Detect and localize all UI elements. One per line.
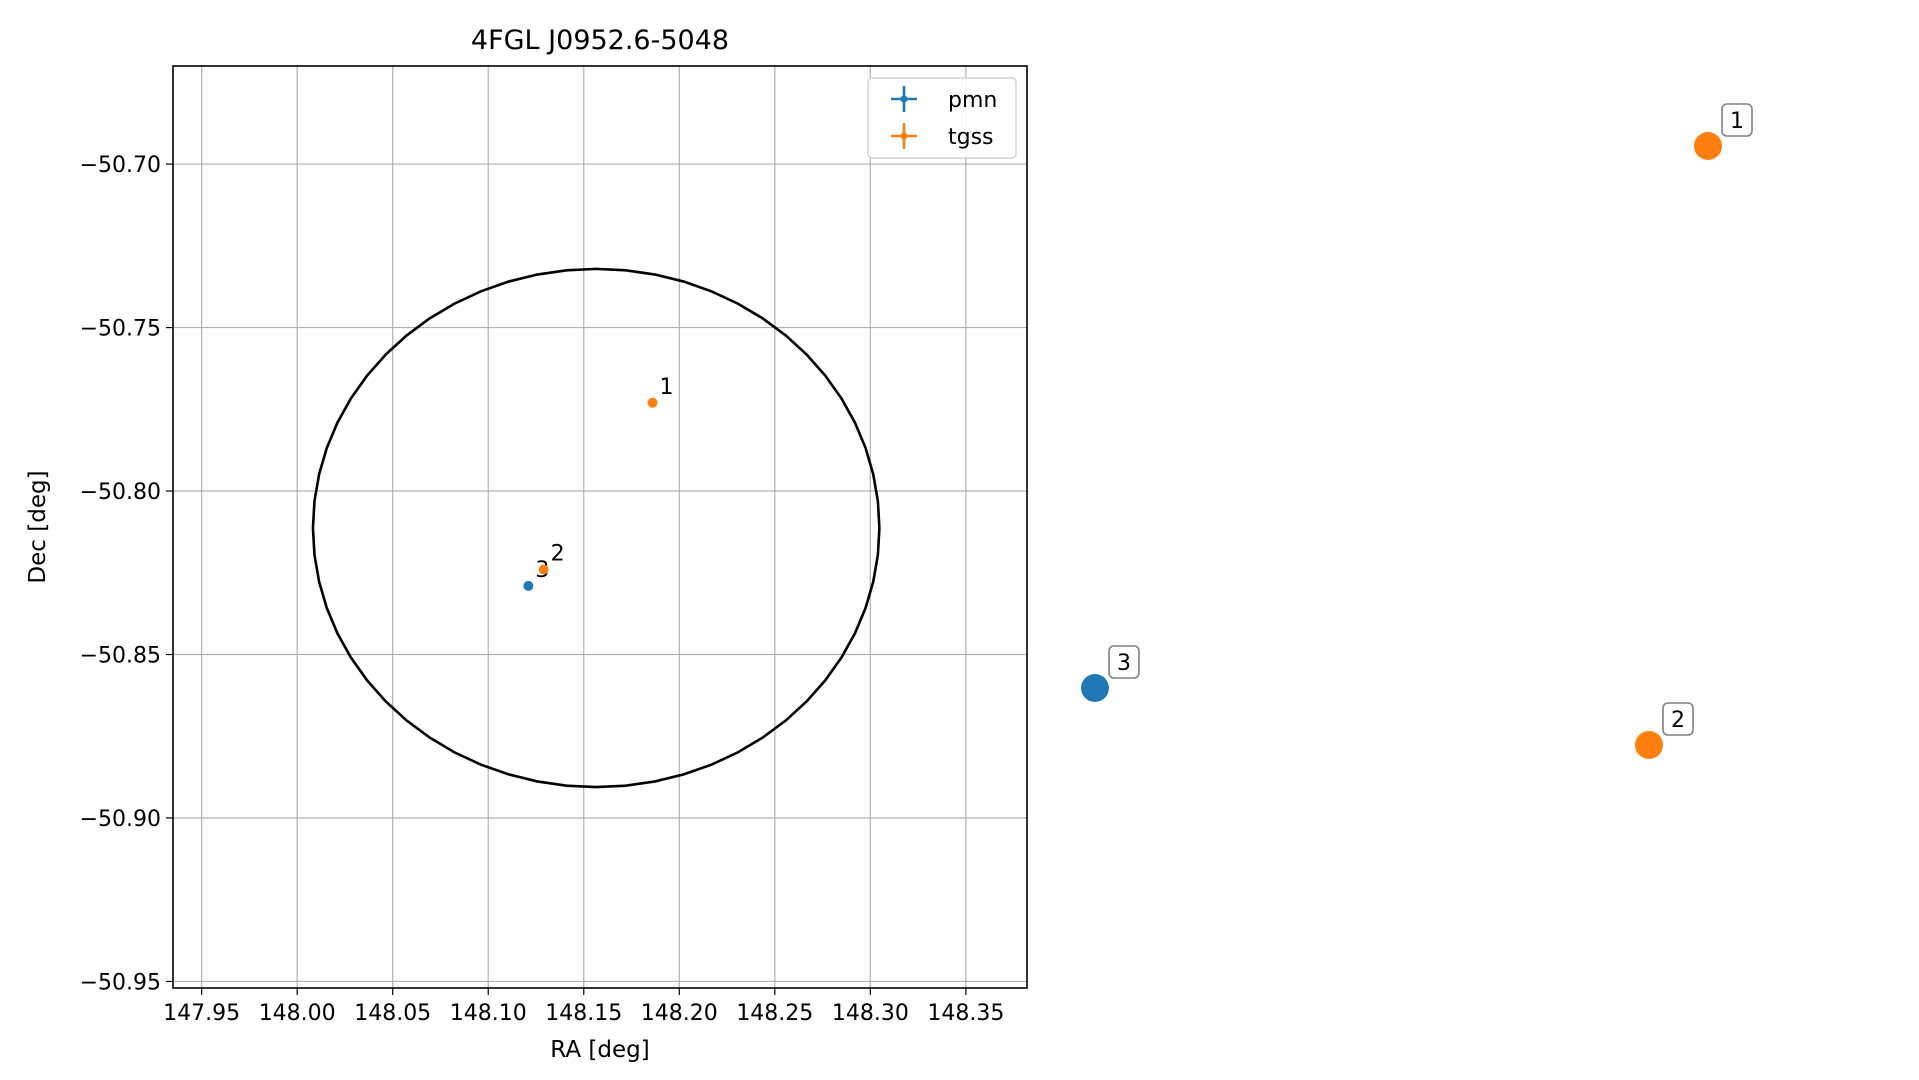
side-marker-3	[1081, 674, 1109, 702]
x-tick-label: 148.15	[545, 1001, 622, 1026]
grid	[173, 66, 1027, 988]
tgss-point-label-2: 2	[551, 542, 565, 567]
x-tick-label: 148.20	[641, 1001, 718, 1026]
tgss-point-2	[538, 564, 549, 575]
legend: pmn tgss	[867, 77, 1017, 159]
plot-frame	[172, 65, 1028, 989]
x-tick-label: 147.95	[163, 1001, 240, 1026]
x-tick-label: 148.30	[832, 1001, 909, 1026]
data-points: 312	[523, 375, 674, 591]
x-tick-label: 148.10	[450, 1001, 527, 1026]
y-tick-label: −50.90	[80, 807, 161, 832]
side-marker-box-3	[1108, 645, 1140, 679]
x-tick-label: 148.25	[736, 1001, 813, 1026]
y-tick-label: −50.70	[80, 153, 161, 178]
legend-dot-tgss	[900, 132, 908, 140]
x-tick-label: 148.35	[927, 1001, 1004, 1026]
y-tick-label: −50.75	[80, 317, 161, 342]
x-axis-label: RA [deg]	[550, 1037, 649, 1063]
x-axis-ticks: 147.95 148.00 148.05 148.10 148.15 148.20 148.…	[163, 988, 1004, 1026]
side-marker-1	[1694, 132, 1722, 160]
y-axis-ticks: −50.70 −50.75 −50.80 −50.85 −50.90 −50.95	[80, 153, 173, 995]
ellipse-layer	[311, 267, 881, 789]
y-axis-label: Dec [deg]	[25, 470, 51, 583]
side-marker-label-3: 3	[1117, 651, 1131, 676]
x-tick-label: 148.00	[259, 1001, 336, 1026]
y-tick-label: −50.85	[80, 644, 161, 669]
side-marker-2	[1635, 731, 1663, 759]
legend-dot-pmn	[900, 95, 908, 103]
tgss-point-label-1: 1	[660, 375, 674, 400]
side-marker-label-2: 2	[1671, 708, 1685, 733]
side-marker-box-1	[1721, 103, 1753, 137]
legend-label-tgss: tgss	[948, 125, 994, 150]
x-tick-label: 148.05	[354, 1001, 431, 1026]
y-tick-label: −50.80	[80, 480, 161, 505]
y-tick-label: −50.95	[80, 970, 161, 995]
legend-label-pmn: pmn	[948, 88, 997, 113]
tgss-point-1	[647, 397, 658, 408]
localization-ellipse	[311, 267, 881, 789]
chart-title: 4FGL J0952.6-5048	[471, 25, 729, 56]
side-marker-label-1: 1	[1730, 109, 1744, 134]
pmn-point-3	[523, 580, 534, 591]
marker-key: 1 2 3	[1081, 103, 1753, 759]
side-marker-box-2	[1662, 702, 1694, 736]
